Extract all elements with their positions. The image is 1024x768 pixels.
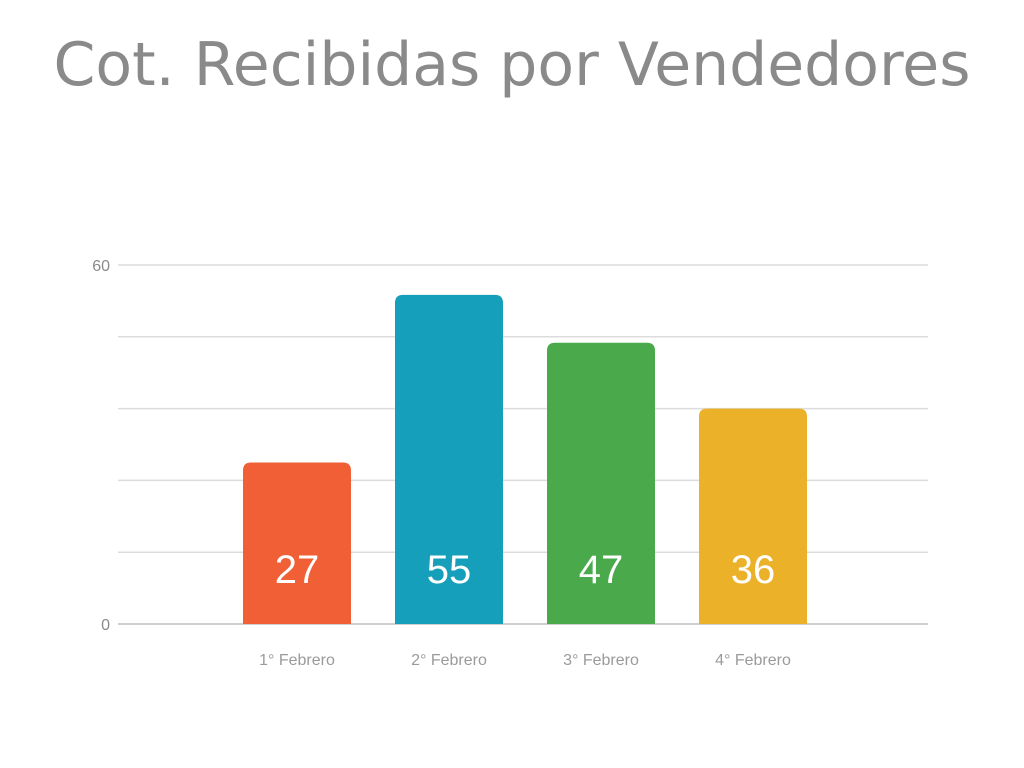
x-tick-label: 3° Febrero (563, 652, 639, 669)
bar-4 (699, 408, 807, 624)
bar-value-label: 47 (579, 548, 624, 592)
chart-title: Cot. Recibidas por Vendedores (53, 30, 971, 100)
x-tick-label: 4° Febrero (715, 652, 791, 669)
bars (243, 294, 807, 624)
bar-1 (243, 462, 351, 624)
y-tick-label-0: 0 (101, 617, 110, 634)
bar-value-label: 27 (275, 548, 320, 592)
y-tick-label-60: 60 (92, 258, 110, 275)
x-tick-label: 2° Febrero (411, 652, 487, 669)
x-axis-category-labels: 1° Febrero 2° Febrero 3° Febrero 4° Febr… (259, 652, 791, 669)
bar-value-label: 55 (427, 548, 472, 592)
bar-value-label: 36 (731, 548, 776, 592)
x-tick-label: 1° Febrero (259, 652, 335, 669)
bar-value-labels: 27 55 47 36 (275, 548, 776, 592)
y-axis: 60 0 (92, 258, 110, 634)
bar-2 (395, 294, 503, 624)
bar-3 (547, 342, 655, 624)
